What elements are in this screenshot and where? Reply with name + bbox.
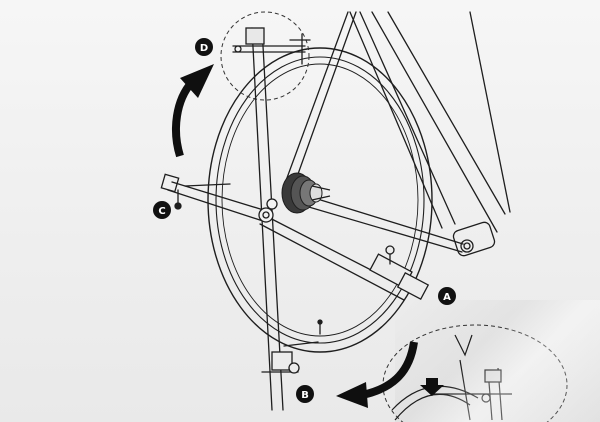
callout-b: B [296, 385, 314, 403]
callout-d: D [195, 38, 213, 56]
callout-a-label: A [443, 292, 451, 303]
callout-a: A [438, 287, 456, 305]
rear-wheel [207, 47, 433, 353]
rotate-arrow-down-icon [336, 341, 418, 408]
callout-b-label: B [301, 390, 309, 401]
repair-stand [160, 27, 430, 411]
cassette-sprockets [281, 172, 331, 214]
bicycle-frame [283, 11, 511, 257]
small-down-arrow-icon [420, 378, 444, 396]
rotate-arrow-up-icon [172, 64, 214, 158]
callout-c: C [153, 201, 171, 219]
callout-d-label: D [200, 43, 208, 54]
detail-circle-d [220, 11, 310, 101]
paper-fold-shadow [395, 300, 600, 422]
callout-c-label: C [158, 206, 165, 217]
